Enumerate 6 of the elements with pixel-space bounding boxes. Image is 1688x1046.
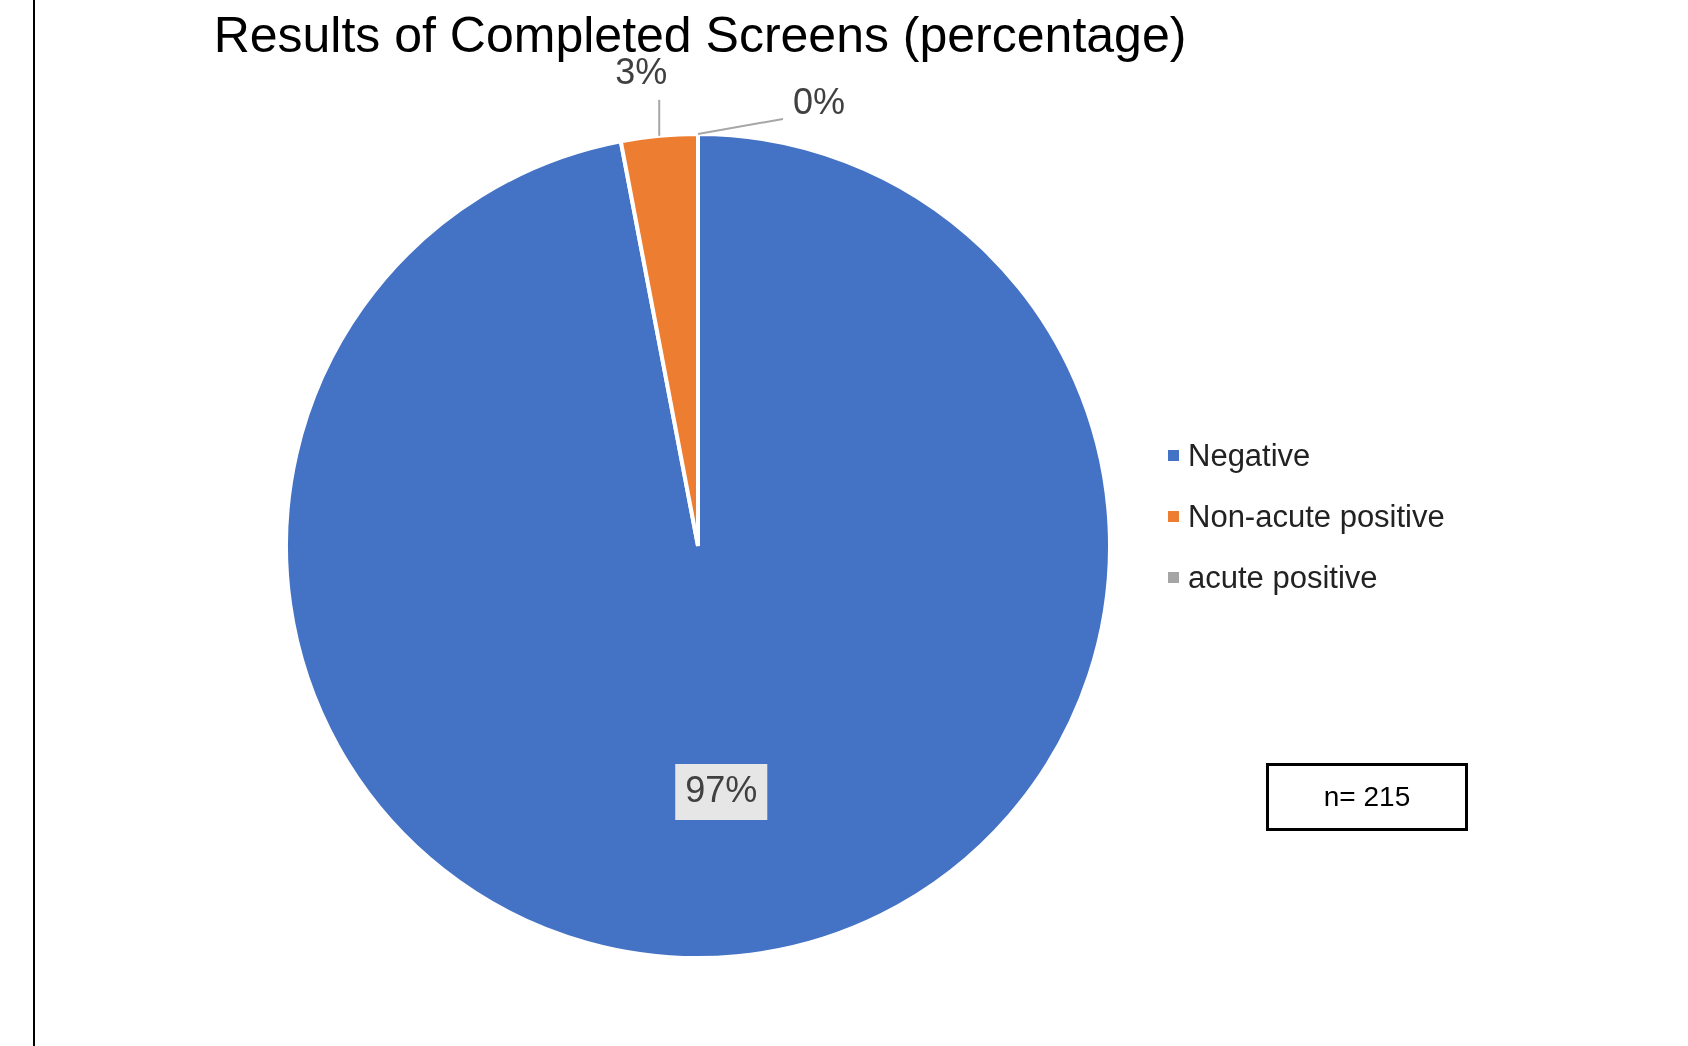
text: 0%: [793, 80, 846, 122]
text: n= 215: [1266, 763, 1468, 831]
legend-label: Non-acute positive: [1188, 498, 1445, 535]
data-label: 97%: [685, 769, 758, 811]
legend-label: Negative: [1188, 437, 1311, 474]
legend-label: acute positive: [1188, 559, 1378, 596]
